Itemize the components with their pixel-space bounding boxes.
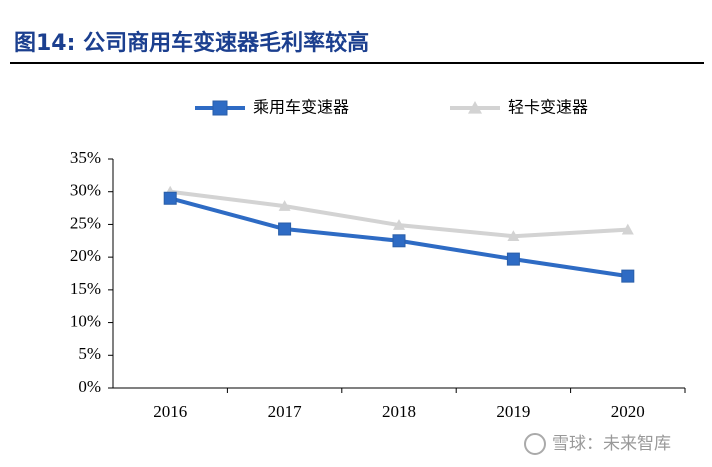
point-marker: [507, 230, 520, 242]
point-marker: [621, 269, 635, 283]
point-marker: [392, 234, 406, 248]
point-marker: [278, 200, 291, 211]
y-tick-label: 0%: [78, 377, 101, 396]
watermark-icon: [524, 433, 546, 455]
point-marker: [506, 252, 520, 266]
x-tick-label: 2020: [611, 402, 645, 421]
watermark: 雪球：未来智库: [552, 434, 671, 454]
y-tick-label: 5%: [78, 344, 101, 363]
point-marker: [621, 223, 634, 235]
y-tick-label: 30%: [70, 181, 101, 200]
y-tick-label: 15%: [70, 279, 101, 298]
legend-label: 乘用车变速器: [253, 98, 349, 117]
legend-label: 轻卡变速器: [508, 98, 588, 117]
x-tick-label: 2019: [496, 402, 530, 421]
y-tick-label: 10%: [70, 311, 101, 330]
x-tick-label: 2017: [268, 402, 303, 421]
y-tick-label: 35%: [70, 148, 101, 167]
y-tick-label: 25%: [70, 213, 101, 232]
x-tick-label: 2018: [382, 402, 416, 421]
legend-marker: [468, 101, 482, 114]
point-marker: [393, 219, 405, 230]
point-marker: [163, 191, 177, 205]
y-tick-label: 20%: [70, 246, 101, 265]
legend-marker: [212, 100, 228, 116]
point-marker: [278, 222, 292, 236]
chart-title: 图14: 公司商用车变速器毛利率较高: [14, 30, 369, 56]
x-tick-label: 2016: [153, 402, 187, 421]
